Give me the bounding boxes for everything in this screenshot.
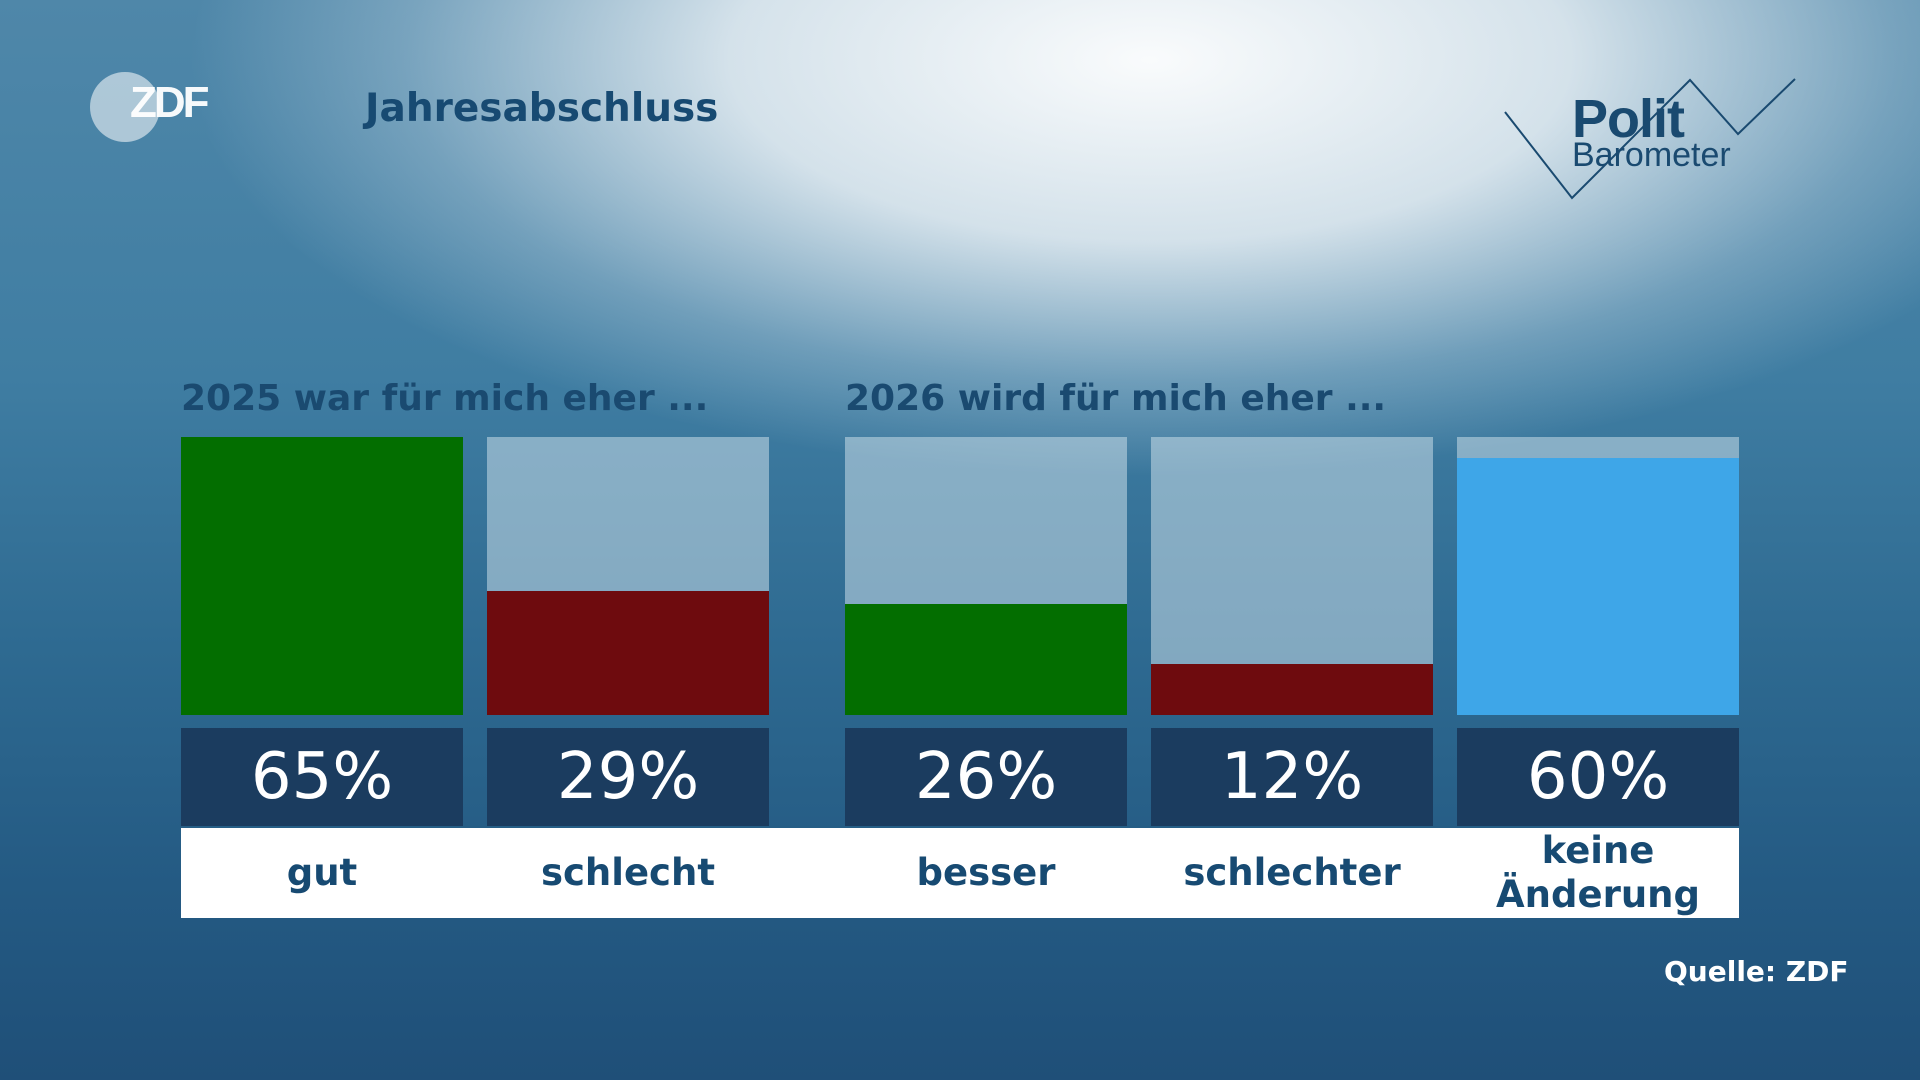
- bar-track-schlecht: [487, 437, 769, 715]
- bar-track-schlechter: [1151, 437, 1433, 715]
- data-label-schlecht: 29%: [487, 728, 769, 826]
- bar-gut: [181, 437, 463, 715]
- data-label-keine-aenderung: 60%: [1457, 728, 1739, 826]
- bar-track-gut: [181, 437, 463, 715]
- source-note: Quelle: ZDF: [1664, 955, 1849, 988]
- category-label-schlecht: schlecht: [540, 851, 716, 894]
- bar-besser: [845, 604, 1127, 715]
- polit-logo-word: Polit: [1572, 89, 1685, 149]
- zdf-logo-circle: [90, 72, 160, 142]
- page-title: Jahresabschluss: [365, 86, 719, 131]
- data-label-gut: 65%: [181, 728, 463, 826]
- zdf-logo: ZDF: [90, 72, 220, 144]
- bar-schlechter: [1151, 664, 1433, 715]
- category-label-strip: [181, 828, 1739, 918]
- politbarometer-logo: Polit Barometer: [1500, 74, 1800, 204]
- group-heading-2025: 2025 war für mich eher ...: [181, 378, 709, 419]
- group-heading-2026: 2026 wird für mich eher ...: [845, 378, 1387, 419]
- bar-track-keine-aenderung: [1457, 437, 1739, 715]
- bar-keine-aenderung: [1457, 458, 1739, 715]
- category-label-besser: besser: [916, 851, 1056, 894]
- bar-track-besser: [845, 437, 1127, 715]
- category-label-schlechter: schlechter: [1183, 851, 1401, 894]
- bar-schlecht: [487, 591, 769, 715]
- politbarometer-line-icon: [1504, 78, 1796, 200]
- zdf-logo-text: ZDF: [130, 78, 210, 127]
- data-label-schlechter: 12%: [1151, 728, 1433, 826]
- data-label-besser: 26%: [845, 728, 1127, 826]
- category-label-keine-aenderung: keine Änderung: [1496, 829, 1700, 916]
- barometer-logo-word: Barometer: [1572, 136, 1731, 174]
- category-label-gut: gut: [286, 851, 358, 894]
